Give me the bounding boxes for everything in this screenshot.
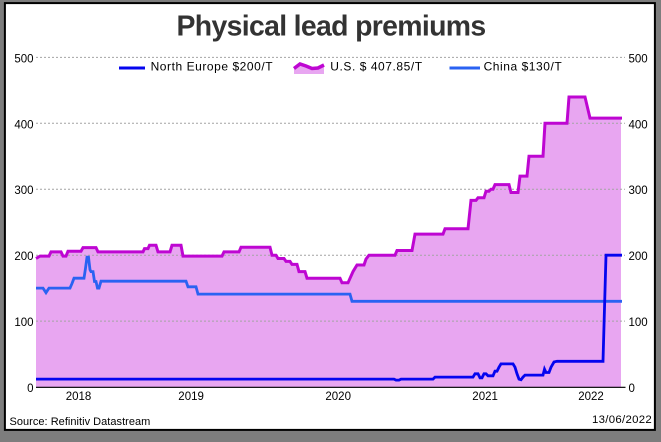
svg-text:13/06/2022: 13/06/2022 <box>592 414 652 426</box>
svg-text:North Europe $200/T: North Europe $200/T <box>151 59 274 73</box>
svg-text:2019: 2019 <box>178 391 204 403</box>
svg-text:2022: 2022 <box>578 391 604 403</box>
svg-text:2018: 2018 <box>66 391 92 403</box>
svg-text:0: 0 <box>629 383 635 395</box>
svg-text:400: 400 <box>629 119 648 131</box>
svg-text:300: 300 <box>629 185 648 197</box>
svg-text:Physical lead premiums: Physical lead premiums <box>177 11 486 43</box>
svg-text:500: 500 <box>629 53 648 65</box>
svg-text:U.S. $ 407.85/T: U.S. $ 407.85/T <box>330 59 422 73</box>
svg-text:2021: 2021 <box>472 391 498 403</box>
svg-text:2020: 2020 <box>325 391 351 403</box>
svg-text:100: 100 <box>629 317 648 329</box>
svg-text:200: 200 <box>14 251 33 263</box>
svg-text:200: 200 <box>629 251 648 263</box>
svg-text:100: 100 <box>14 317 33 329</box>
svg-text:Source: Refinitiv Datastream: Source: Refinitiv Datastream <box>10 416 151 428</box>
svg-text:400: 400 <box>14 119 33 131</box>
svg-text:China $130/T: China $130/T <box>484 59 563 73</box>
svg-text:300: 300 <box>14 185 33 197</box>
svg-text:0: 0 <box>27 383 33 395</box>
svg-text:500: 500 <box>14 53 33 65</box>
